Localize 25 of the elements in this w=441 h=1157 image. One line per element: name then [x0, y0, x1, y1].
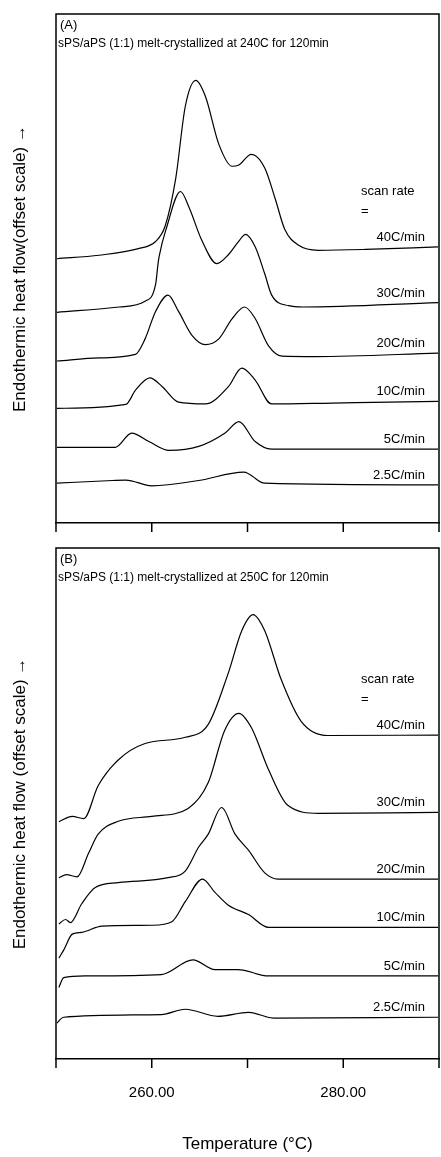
series-label: 20C/min: [376, 861, 425, 877]
annotation: =: [361, 202, 369, 218]
series-label: 10C/min: [376, 909, 425, 925]
chart-subtitle: sPS/aPS (1:1) melt-crystallized at 250C for 120min: [58, 570, 329, 584]
series-label: 40C/min: [376, 228, 425, 244]
annotation: scan rate: [361, 182, 415, 198]
series-label: 2.5C/min: [372, 999, 425, 1015]
chart-subtitle: sPS/aPS (1:1) melt-crystallized at 240C for 120min: [58, 36, 329, 50]
series-label: 2.5C/min: [372, 466, 425, 482]
series-label: 30C/min: [376, 794, 425, 810]
series-label: 20C/min: [376, 335, 425, 351]
series-label: 30C/min: [376, 284, 425, 300]
chart-title: (B): [60, 551, 78, 566]
series-label: 5C/min: [383, 431, 425, 447]
x-tick-label: 260.00: [128, 1083, 175, 1100]
annotation: =: [361, 691, 369, 707]
series-label: 40C/min: [376, 717, 425, 733]
series-label: 10C/min: [376, 383, 425, 399]
annotation: scan rate: [361, 671, 415, 687]
y-axis-title: Endothermic heat flow (offset scale) →: [9, 657, 29, 950]
chart-title: (A): [60, 17, 78, 32]
y-axis-title: Endothermic heat flow(offset scale) →: [9, 125, 29, 412]
x-tick-label: 280.00: [320, 1083, 367, 1100]
x-axis-title: Temperature (°C): [182, 1134, 313, 1153]
series-label: 5C/min: [383, 957, 425, 973]
